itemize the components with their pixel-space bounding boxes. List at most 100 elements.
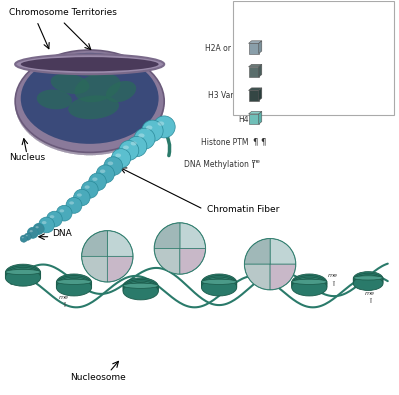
Text: H3 Variant: H3 Variant: [208, 91, 249, 100]
Text: ¶ ¶: ¶ ¶: [253, 138, 267, 147]
Ellipse shape: [130, 141, 137, 145]
Ellipse shape: [20, 235, 27, 242]
Ellipse shape: [85, 185, 90, 189]
Ellipse shape: [15, 53, 164, 155]
Ellipse shape: [15, 53, 164, 155]
Ellipse shape: [92, 177, 97, 181]
Ellipse shape: [100, 169, 105, 173]
Ellipse shape: [292, 276, 327, 293]
Wedge shape: [107, 256, 133, 282]
Ellipse shape: [51, 73, 89, 94]
Ellipse shape: [126, 136, 147, 157]
Ellipse shape: [21, 53, 159, 144]
Ellipse shape: [5, 269, 41, 286]
Ellipse shape: [27, 227, 38, 238]
Ellipse shape: [15, 53, 164, 155]
Text: H4: H4: [238, 115, 249, 124]
Text: ï: ï: [63, 302, 65, 308]
Ellipse shape: [56, 276, 92, 293]
Circle shape: [154, 223, 205, 274]
Ellipse shape: [96, 165, 115, 183]
Ellipse shape: [59, 209, 64, 213]
Text: ï: ï: [369, 299, 371, 305]
Text: ï: ï: [332, 281, 334, 287]
Ellipse shape: [123, 281, 158, 298]
Text: Histone PTM: Histone PTM: [201, 138, 249, 147]
Ellipse shape: [15, 53, 164, 155]
Polygon shape: [249, 67, 259, 77]
Ellipse shape: [56, 205, 72, 221]
Ellipse shape: [201, 279, 237, 296]
Polygon shape: [249, 90, 259, 101]
Ellipse shape: [69, 201, 74, 205]
Ellipse shape: [24, 233, 31, 240]
Ellipse shape: [36, 226, 39, 228]
Ellipse shape: [56, 274, 92, 291]
Polygon shape: [259, 88, 262, 101]
Ellipse shape: [15, 50, 164, 152]
Ellipse shape: [39, 217, 54, 233]
Ellipse shape: [353, 275, 383, 289]
Text: me: me: [59, 295, 69, 300]
Text: H2A or H2B: H2A or H2B: [205, 44, 249, 53]
Ellipse shape: [134, 128, 155, 149]
Ellipse shape: [201, 279, 237, 284]
FancyArrowPatch shape: [162, 129, 170, 156]
Ellipse shape: [15, 53, 164, 155]
Ellipse shape: [111, 149, 130, 168]
Text: ï: ï: [253, 160, 255, 170]
Polygon shape: [249, 88, 262, 90]
Ellipse shape: [292, 279, 327, 296]
Ellipse shape: [5, 267, 41, 284]
Polygon shape: [259, 111, 262, 124]
Ellipse shape: [66, 198, 82, 213]
Ellipse shape: [75, 73, 120, 102]
Ellipse shape: [15, 53, 164, 155]
Text: Nucleus: Nucleus: [9, 153, 45, 162]
Ellipse shape: [123, 282, 158, 300]
Ellipse shape: [56, 277, 92, 294]
Ellipse shape: [123, 283, 158, 288]
Text: me: me: [365, 291, 375, 296]
Ellipse shape: [158, 121, 164, 126]
Ellipse shape: [104, 157, 122, 175]
Ellipse shape: [292, 277, 327, 294]
Ellipse shape: [15, 53, 164, 155]
Ellipse shape: [353, 273, 383, 287]
Ellipse shape: [15, 53, 164, 155]
Ellipse shape: [56, 279, 92, 284]
Wedge shape: [270, 239, 296, 264]
Circle shape: [82, 231, 133, 282]
Ellipse shape: [123, 280, 158, 297]
Polygon shape: [249, 114, 259, 124]
Ellipse shape: [15, 53, 164, 155]
Ellipse shape: [15, 53, 164, 155]
Ellipse shape: [81, 181, 98, 198]
Ellipse shape: [15, 53, 164, 155]
Polygon shape: [259, 41, 262, 54]
Ellipse shape: [119, 141, 139, 160]
Ellipse shape: [146, 126, 152, 130]
Ellipse shape: [21, 57, 159, 71]
Ellipse shape: [138, 134, 144, 137]
Wedge shape: [154, 248, 180, 274]
Polygon shape: [249, 111, 262, 114]
Ellipse shape: [5, 269, 41, 275]
Ellipse shape: [201, 277, 237, 294]
Polygon shape: [249, 41, 262, 43]
Ellipse shape: [15, 53, 164, 155]
Wedge shape: [82, 231, 107, 256]
Ellipse shape: [73, 189, 90, 206]
Text: me: me: [328, 273, 338, 278]
Ellipse shape: [15, 53, 164, 155]
Ellipse shape: [201, 276, 237, 293]
Ellipse shape: [353, 272, 383, 286]
Text: DNA: DNA: [52, 229, 72, 237]
Ellipse shape: [123, 145, 129, 149]
Ellipse shape: [89, 173, 106, 191]
Circle shape: [245, 239, 296, 290]
Ellipse shape: [56, 279, 92, 296]
Ellipse shape: [47, 211, 62, 227]
Wedge shape: [270, 264, 296, 290]
Ellipse shape: [68, 60, 111, 76]
